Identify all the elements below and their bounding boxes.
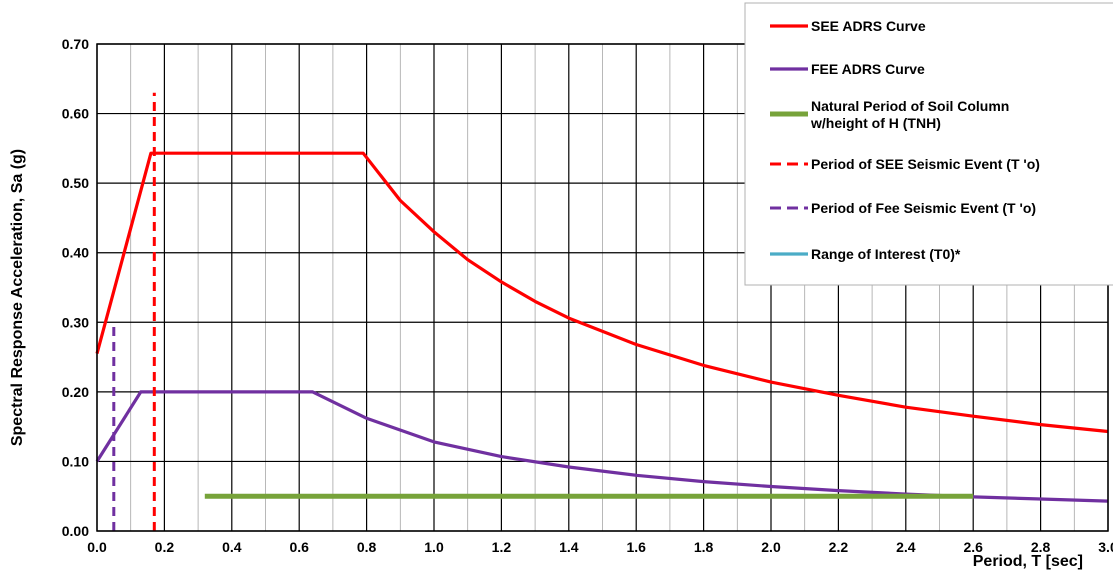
y-tick-label: 0.40	[62, 245, 89, 261]
x-tick-label: 1.8	[694, 539, 714, 555]
y-tick-label: 0.60	[62, 106, 89, 122]
plot-frame	[96, 43, 1109, 532]
x-tick-label: 1.4	[559, 539, 579, 555]
legend: SEE ADRS Curve FEE ADRS Curve Natural Peri…	[744, 2, 1113, 286]
y-axis-label: Spectral Response Acceleration, Sa (g)	[9, 149, 26, 446]
x-axis-label: Period, T [sec]	[973, 553, 1083, 570]
x-tick-label: 0.0	[87, 539, 107, 555]
y-tick-label: 0.20	[62, 384, 89, 400]
legend-entry: FEE ADRS Curve	[811, 61, 925, 77]
x-tick-label: 3.0	[1098, 539, 1113, 555]
x-tick-label: 2.4	[896, 539, 916, 555]
y-tick-label: 0.30	[62, 314, 89, 330]
y-tick-label: 0.00	[62, 523, 89, 539]
x-tick-label: 1.0	[424, 539, 444, 555]
legend-entry: SEE ADRS Curve	[811, 18, 926, 34]
legend-entry: Natural Period of Soil Column w/height of…	[810, 98, 1009, 131]
x-tick-label: 0.4	[222, 539, 242, 555]
y-tick-label: 0.70	[62, 36, 89, 52]
legend-entry: Period of SEE Seismic Event (T 'o)	[811, 156, 1040, 172]
x-tick-labels: 0.0 0.2 0.4 0.6 0.8 1.0 1.2 1.4 1.6 1.8 2.0 2.2 2.4 2…	[87, 539, 1113, 555]
x-tick-label: 0.2	[155, 539, 175, 555]
legend-entry: Range of Interest (T0)*	[811, 246, 961, 262]
x-tick-label: 0.8	[357, 539, 377, 555]
series-lines	[95, 92, 1109, 531]
x-tick-label: 2.8	[1031, 539, 1051, 555]
x-tick-label: 1.2	[492, 539, 512, 555]
legend-entry: Period of Fee Seismic Event (T 'o)	[811, 200, 1036, 216]
series-line-1	[95, 151, 1109, 434]
y-tick-label: 0.50	[62, 175, 89, 191]
x-tick-label: 1.6	[626, 539, 646, 555]
y-tick-label: 0.10	[62, 453, 89, 469]
x-tick-label: 0.6	[289, 539, 309, 555]
legend-box	[744, 2, 1113, 286]
x-tick-label: 2.2	[829, 539, 849, 555]
x-tick-label: 2.0	[761, 539, 781, 555]
y-tick-labels: 0.00 0.10 0.20 0.30 0.40 0.50 0.60 0.70	[62, 36, 89, 539]
x-tick-label: 2.6	[963, 539, 983, 555]
